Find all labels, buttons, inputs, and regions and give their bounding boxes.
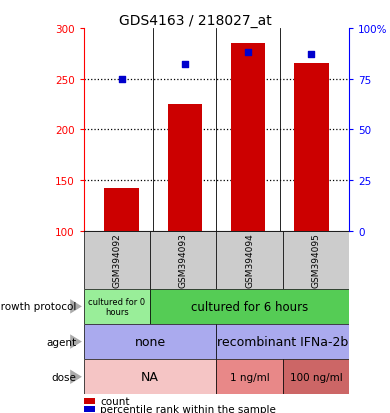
Bar xyxy=(216,359,283,394)
Polygon shape xyxy=(70,299,82,314)
Text: 1 ng/ml: 1 ng/ml xyxy=(230,372,269,382)
Bar xyxy=(216,231,283,289)
Bar xyxy=(168,105,202,231)
Text: recombinant IFNa-2b: recombinant IFNa-2b xyxy=(217,335,348,348)
Bar xyxy=(230,44,265,231)
Text: cultured for 6 hours: cultured for 6 hours xyxy=(191,300,308,313)
Point xyxy=(245,50,251,57)
Text: GSM394095: GSM394095 xyxy=(311,233,321,287)
Text: none: none xyxy=(135,335,166,348)
Bar xyxy=(216,324,349,359)
Text: dose: dose xyxy=(51,372,76,382)
Polygon shape xyxy=(70,370,82,384)
Bar xyxy=(294,64,328,231)
Bar xyxy=(150,231,216,289)
Bar xyxy=(84,231,150,289)
Text: GSM394094: GSM394094 xyxy=(245,233,254,287)
Text: agent: agent xyxy=(46,337,76,347)
Bar xyxy=(283,359,349,394)
Text: GSM394092: GSM394092 xyxy=(112,233,122,287)
Bar xyxy=(283,231,349,289)
Bar xyxy=(84,359,216,394)
Bar xyxy=(84,398,95,404)
Text: GDS4163 / 218027_at: GDS4163 / 218027_at xyxy=(119,14,271,28)
Point xyxy=(119,76,125,83)
Text: percentile rank within the sample: percentile rank within the sample xyxy=(100,404,276,413)
Point xyxy=(182,62,188,69)
Text: cultured for 0
hours: cultured for 0 hours xyxy=(89,297,145,316)
Bar xyxy=(150,289,349,324)
Point xyxy=(308,52,314,59)
Bar xyxy=(84,289,150,324)
Bar xyxy=(84,324,216,359)
Text: count: count xyxy=(100,396,130,406)
Bar xyxy=(84,406,95,412)
Text: NA: NA xyxy=(141,370,159,383)
Text: growth protocol: growth protocol xyxy=(0,301,76,312)
Bar xyxy=(105,189,139,231)
Polygon shape xyxy=(70,335,82,349)
Text: 100 ng/ml: 100 ng/ml xyxy=(289,372,342,382)
Text: GSM394093: GSM394093 xyxy=(179,233,188,287)
